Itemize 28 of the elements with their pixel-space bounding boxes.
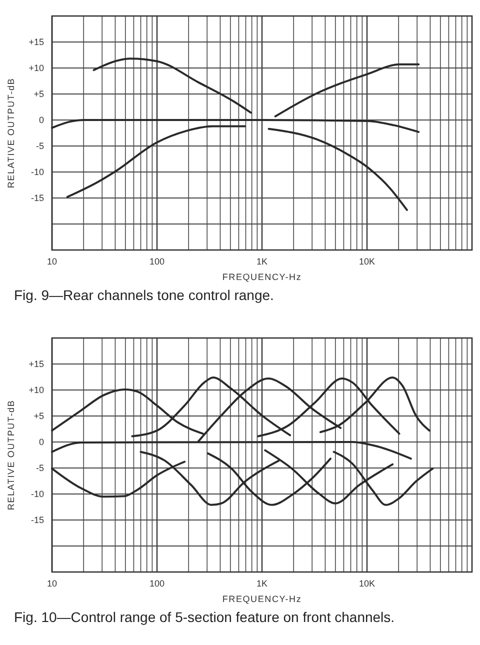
y-tick-label: 0: [38, 114, 44, 125]
x-axis-title: FREQUENCY-Hz: [222, 594, 302, 604]
y-tick-label: -5: [36, 140, 44, 151]
y-axis-title: RELATIVE OUTPUT-dB: [6, 400, 16, 510]
caption: Fig. 10—Control range of 5-section feature on front channels.: [14, 609, 395, 625]
x-tick-label: 10: [46, 578, 58, 588]
y-tick-label: +10: [28, 384, 44, 395]
x-tick-label: 1K: [256, 578, 268, 588]
y-tick-label: -15: [30, 192, 44, 203]
y-tick-label: -15: [30, 514, 44, 525]
y-tick-label: +10: [28, 62, 44, 73]
y-axis-title: RELATIVE OUTPUT-dB: [6, 78, 16, 188]
y-tick-label: -10: [30, 166, 44, 177]
x-tick-label: 10K: [358, 578, 376, 588]
y-tick-label: +5: [34, 88, 44, 99]
x-tick-label: 100: [149, 256, 165, 266]
x-tick-label: 10: [46, 256, 58, 266]
y-tick-label: +15: [28, 358, 44, 369]
x-axis-title: FREQUENCY-Hz: [222, 272, 302, 282]
y-tick-label: +15: [28, 36, 44, 47]
x-tick-label: 1K: [256, 256, 268, 266]
y-tick-label: -5: [36, 462, 44, 473]
caption: Fig. 9—Rear channels tone control range.: [14, 287, 274, 303]
y-tick-label: +5: [34, 410, 44, 421]
x-tick-label: 100: [149, 578, 165, 588]
y-tick-label: 0: [38, 436, 44, 447]
x-tick-label: 10K: [358, 256, 376, 266]
y-tick-label: -10: [30, 488, 44, 499]
